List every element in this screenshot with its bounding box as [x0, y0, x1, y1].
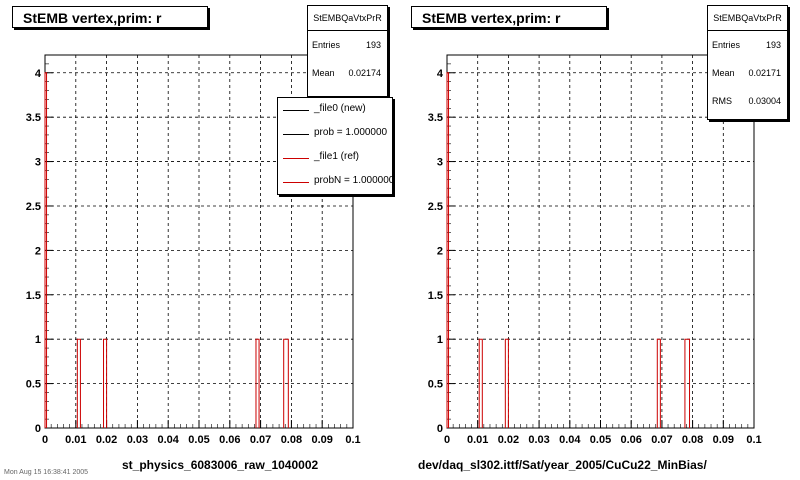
legend-entry: _file0 (new): [278, 98, 392, 122]
y-tick-label: 0.5: [26, 379, 41, 391]
stat-key: Mean: [712, 68, 735, 78]
y-tick-label: 3: [437, 157, 443, 169]
stat-value: 193: [365, 40, 381, 50]
y-tick-label: 2.5: [26, 201, 41, 213]
right-pad: 0 0.01 0.02 0.03 0.04 0.05 0.06 0.07 0.08 0.09 0.1…: [400, 0, 800, 480]
x-tick-label: 0.09: [713, 434, 734, 446]
x-tick-label: 0.09: [311, 434, 332, 446]
y-tick-label: 3.5: [428, 112, 443, 124]
y-tick-label: 0: [437, 423, 443, 435]
histogram-bin: [656, 338, 661, 428]
x-tick-label: 0.02: [96, 434, 117, 446]
stat-value: 193: [765, 40, 781, 50]
y-tick-label: 3: [35, 157, 41, 169]
footnote-timestamp: Mon Aug 15 16:38:41 2005: [4, 469, 89, 476]
y-tick-label: 4: [437, 68, 444, 80]
x-tick-label: 0.05: [590, 434, 611, 446]
legend-label: probN = 1.000000: [314, 175, 393, 186]
x-tick-label: 0.04: [559, 434, 581, 446]
x-tick-label: 0.01: [467, 434, 488, 446]
right-x-caption: dev/daq_sl302.ittf/Sat/year_2005/CuCu22_…: [418, 458, 707, 472]
x-tick-label: 0.06: [219, 434, 240, 446]
left-pad: 0 0.01 0.02 0.03 0.04 0.05 0.06 0.07 0.08 0.09 0.1…: [12, 5, 393, 472]
histogram-bin: [684, 338, 691, 428]
legend-label: prob = 1.000000: [314, 127, 388, 138]
y-tick-label: 0.5: [428, 379, 443, 391]
y-tick-label: 4: [35, 68, 42, 80]
x-tick-label: 0.01: [65, 434, 86, 446]
histogram-bin: [283, 338, 289, 428]
legend-label: _file1 (ref): [314, 151, 360, 162]
right-stats-entries: Entries 193: [708, 31, 787, 59]
left-stats-box: StEMBQaVtxPrR Entries 193 Mean 0.02174: [307, 5, 388, 97]
legend-entry: _file1 (ref): [278, 146, 392, 170]
y-tick-label: 1: [35, 334, 41, 346]
x-tick-label: 0.07: [250, 434, 271, 446]
x-tick-label: 0.06: [620, 434, 641, 446]
right-stats-mean: Mean 0.02171: [708, 59, 787, 87]
left-title: StEMB vertex,prim: r: [12, 6, 208, 28]
x-tick-label: 0.05: [188, 434, 209, 446]
histogram-bin: [76, 338, 81, 428]
legend-line-swatch: [283, 182, 309, 183]
y-tick-label: 2: [35, 245, 41, 257]
y-tick-label: 1: [437, 334, 443, 346]
x-tick-label: 0.08: [682, 434, 703, 446]
left-stats-name: StEMBQaVtxPrR: [308, 6, 387, 31]
x-tick-label: 0.03: [528, 434, 549, 446]
legend-entry: probN = 1.000000: [278, 170, 392, 194]
stat-key: RMS: [712, 96, 732, 106]
right-stats-box: StEMBQaVtxPrR Entries 193 Mean 0.02171 R…: [707, 5, 788, 120]
right-stats-rms: RMS 0.03004: [708, 87, 787, 115]
x-tick-label: 0.07: [651, 434, 672, 446]
histogram-bin: [504, 338, 509, 428]
y-tick-label: 1.5: [428, 290, 443, 302]
legend-line-swatch: [283, 158, 309, 159]
legend: _file0 (new) prob = 1.000000 _file1 (ref…: [277, 97, 393, 195]
legend-entry: prob = 1.000000: [278, 122, 392, 146]
right-stats-name: StEMBQaVtxPrR: [708, 6, 787, 31]
x-tick-label: 0.08: [281, 434, 302, 446]
x-tick-label: 0.02: [498, 434, 519, 446]
x-tick-label: 0.1: [345, 434, 360, 446]
y-tick-label: 1.5: [26, 290, 41, 302]
right-title: StEMB vertex,prim: r: [411, 6, 607, 28]
legend-line-swatch: [283, 110, 309, 111]
x-tick-label: 0: [444, 434, 450, 446]
stat-value: 0.02171: [748, 68, 781, 78]
y-tick-label: 3.5: [26, 112, 41, 124]
left-x-caption: st_physics_6083006_raw_1040002: [122, 458, 319, 472]
right-histogram: 0 0.01 0.02 0.03 0.04 0.05 0.06 0.07 0.08 0.09 0.1…: [428, 54, 762, 446]
histogram-bin: [44, 72, 48, 428]
x-tick-label: 0: [42, 434, 48, 446]
stat-key: Entries: [712, 40, 741, 50]
x-tick-label: 0.04: [157, 434, 179, 446]
stat-key: Entries: [312, 40, 341, 50]
left-stats-mean: Mean 0.02174: [308, 59, 387, 87]
histogram-bin: [478, 338, 483, 428]
legend-line-swatch: [283, 134, 309, 135]
stat-value: 0.02174: [348, 68, 381, 78]
left-stats-entries: Entries 193: [308, 31, 387, 59]
histogram-bin: [103, 338, 108, 428]
histogram-bin: [446, 72, 450, 428]
legend-label: _file0 (new): [314, 103, 366, 114]
stat-value: 0.03004: [748, 96, 781, 106]
y-tick-label: 2.5: [428, 201, 443, 213]
x-tick-label: 0.03: [127, 434, 148, 446]
y-tick-label: 0: [35, 423, 41, 435]
stat-key: Mean: [312, 68, 335, 78]
y-tick-label: 2: [437, 245, 443, 257]
x-tick-label: 0.1: [746, 434, 761, 446]
histogram-bin: [255, 338, 260, 428]
